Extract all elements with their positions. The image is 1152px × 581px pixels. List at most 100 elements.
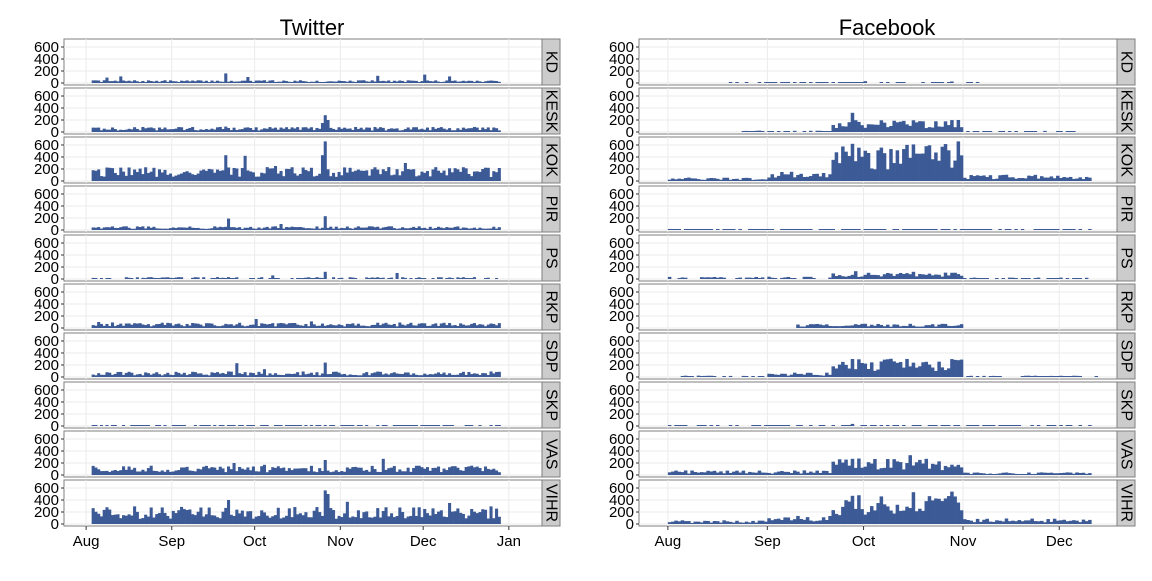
bar xyxy=(387,167,391,181)
bar xyxy=(914,276,919,279)
bar xyxy=(1049,229,1054,230)
bar xyxy=(712,178,717,181)
bar xyxy=(395,228,399,230)
bar xyxy=(240,129,244,132)
bar xyxy=(841,146,845,181)
bar xyxy=(420,375,424,377)
bar xyxy=(914,425,919,426)
bar xyxy=(356,323,360,328)
bar xyxy=(265,515,269,524)
bar xyxy=(287,508,291,524)
bar xyxy=(1014,229,1018,230)
bar xyxy=(481,169,485,181)
bar xyxy=(318,325,322,328)
bar xyxy=(937,361,941,377)
bar xyxy=(975,425,980,426)
bar xyxy=(735,178,739,181)
bar xyxy=(495,172,499,181)
bar xyxy=(155,372,159,377)
bar xyxy=(240,374,244,377)
bar xyxy=(966,425,970,426)
bar xyxy=(135,471,139,475)
bar xyxy=(171,81,175,83)
bar xyxy=(461,127,465,132)
bar xyxy=(866,326,871,328)
bar xyxy=(847,501,852,524)
bar xyxy=(135,128,139,132)
bar xyxy=(395,273,399,279)
bar xyxy=(902,325,906,328)
bar xyxy=(464,518,468,524)
strip-label: PS xyxy=(543,247,560,268)
bar xyxy=(348,374,352,377)
bar xyxy=(809,324,813,328)
bar xyxy=(860,467,864,475)
bar xyxy=(425,80,430,83)
bar xyxy=(1004,229,1009,230)
bar xyxy=(1036,521,1041,524)
bar xyxy=(776,374,781,377)
bar xyxy=(1046,177,1050,181)
bar xyxy=(450,278,454,279)
bar xyxy=(869,324,874,328)
bar xyxy=(417,507,421,524)
bar xyxy=(802,374,807,377)
bar xyxy=(706,375,710,377)
bar xyxy=(99,516,103,524)
bar xyxy=(232,325,236,328)
bar xyxy=(221,468,225,475)
bar xyxy=(911,492,916,524)
bar xyxy=(193,174,197,181)
bar xyxy=(235,509,239,524)
bar xyxy=(456,81,460,83)
bar xyxy=(224,507,228,524)
bar xyxy=(991,375,996,377)
bar xyxy=(1023,278,1028,279)
bar xyxy=(757,179,762,181)
bar xyxy=(359,375,363,377)
bar xyxy=(879,425,884,426)
bar xyxy=(456,374,460,377)
bar xyxy=(417,277,421,279)
bar xyxy=(362,80,366,83)
bar xyxy=(345,425,349,426)
bar xyxy=(99,130,103,132)
bar xyxy=(937,160,941,181)
bar xyxy=(243,155,247,181)
strip xyxy=(1116,136,1136,184)
bar xyxy=(144,167,148,181)
bar xyxy=(99,425,103,426)
bar xyxy=(754,277,758,279)
bar xyxy=(273,326,278,328)
bar xyxy=(693,229,698,230)
bar xyxy=(296,324,300,328)
bar xyxy=(1027,375,1031,377)
bar xyxy=(792,470,797,475)
bar xyxy=(163,324,167,328)
bar xyxy=(116,130,120,132)
strip xyxy=(1116,185,1136,233)
bar xyxy=(149,171,153,181)
bar xyxy=(213,372,217,377)
bar xyxy=(298,129,302,132)
bar xyxy=(1072,178,1076,181)
bar xyxy=(224,73,228,83)
bar xyxy=(428,81,432,83)
bar xyxy=(152,470,156,475)
bar xyxy=(144,514,148,524)
y-tick-label: 200 xyxy=(609,161,634,178)
bar xyxy=(97,373,101,377)
bar xyxy=(337,471,341,475)
bar xyxy=(130,469,134,475)
bar xyxy=(254,176,258,181)
bar xyxy=(831,461,835,475)
bar xyxy=(921,510,925,524)
bar xyxy=(378,127,383,132)
bar xyxy=(348,80,352,83)
bar xyxy=(748,131,752,132)
bar xyxy=(362,325,366,328)
bar xyxy=(450,425,454,426)
bar xyxy=(946,325,951,328)
bar xyxy=(227,81,231,83)
